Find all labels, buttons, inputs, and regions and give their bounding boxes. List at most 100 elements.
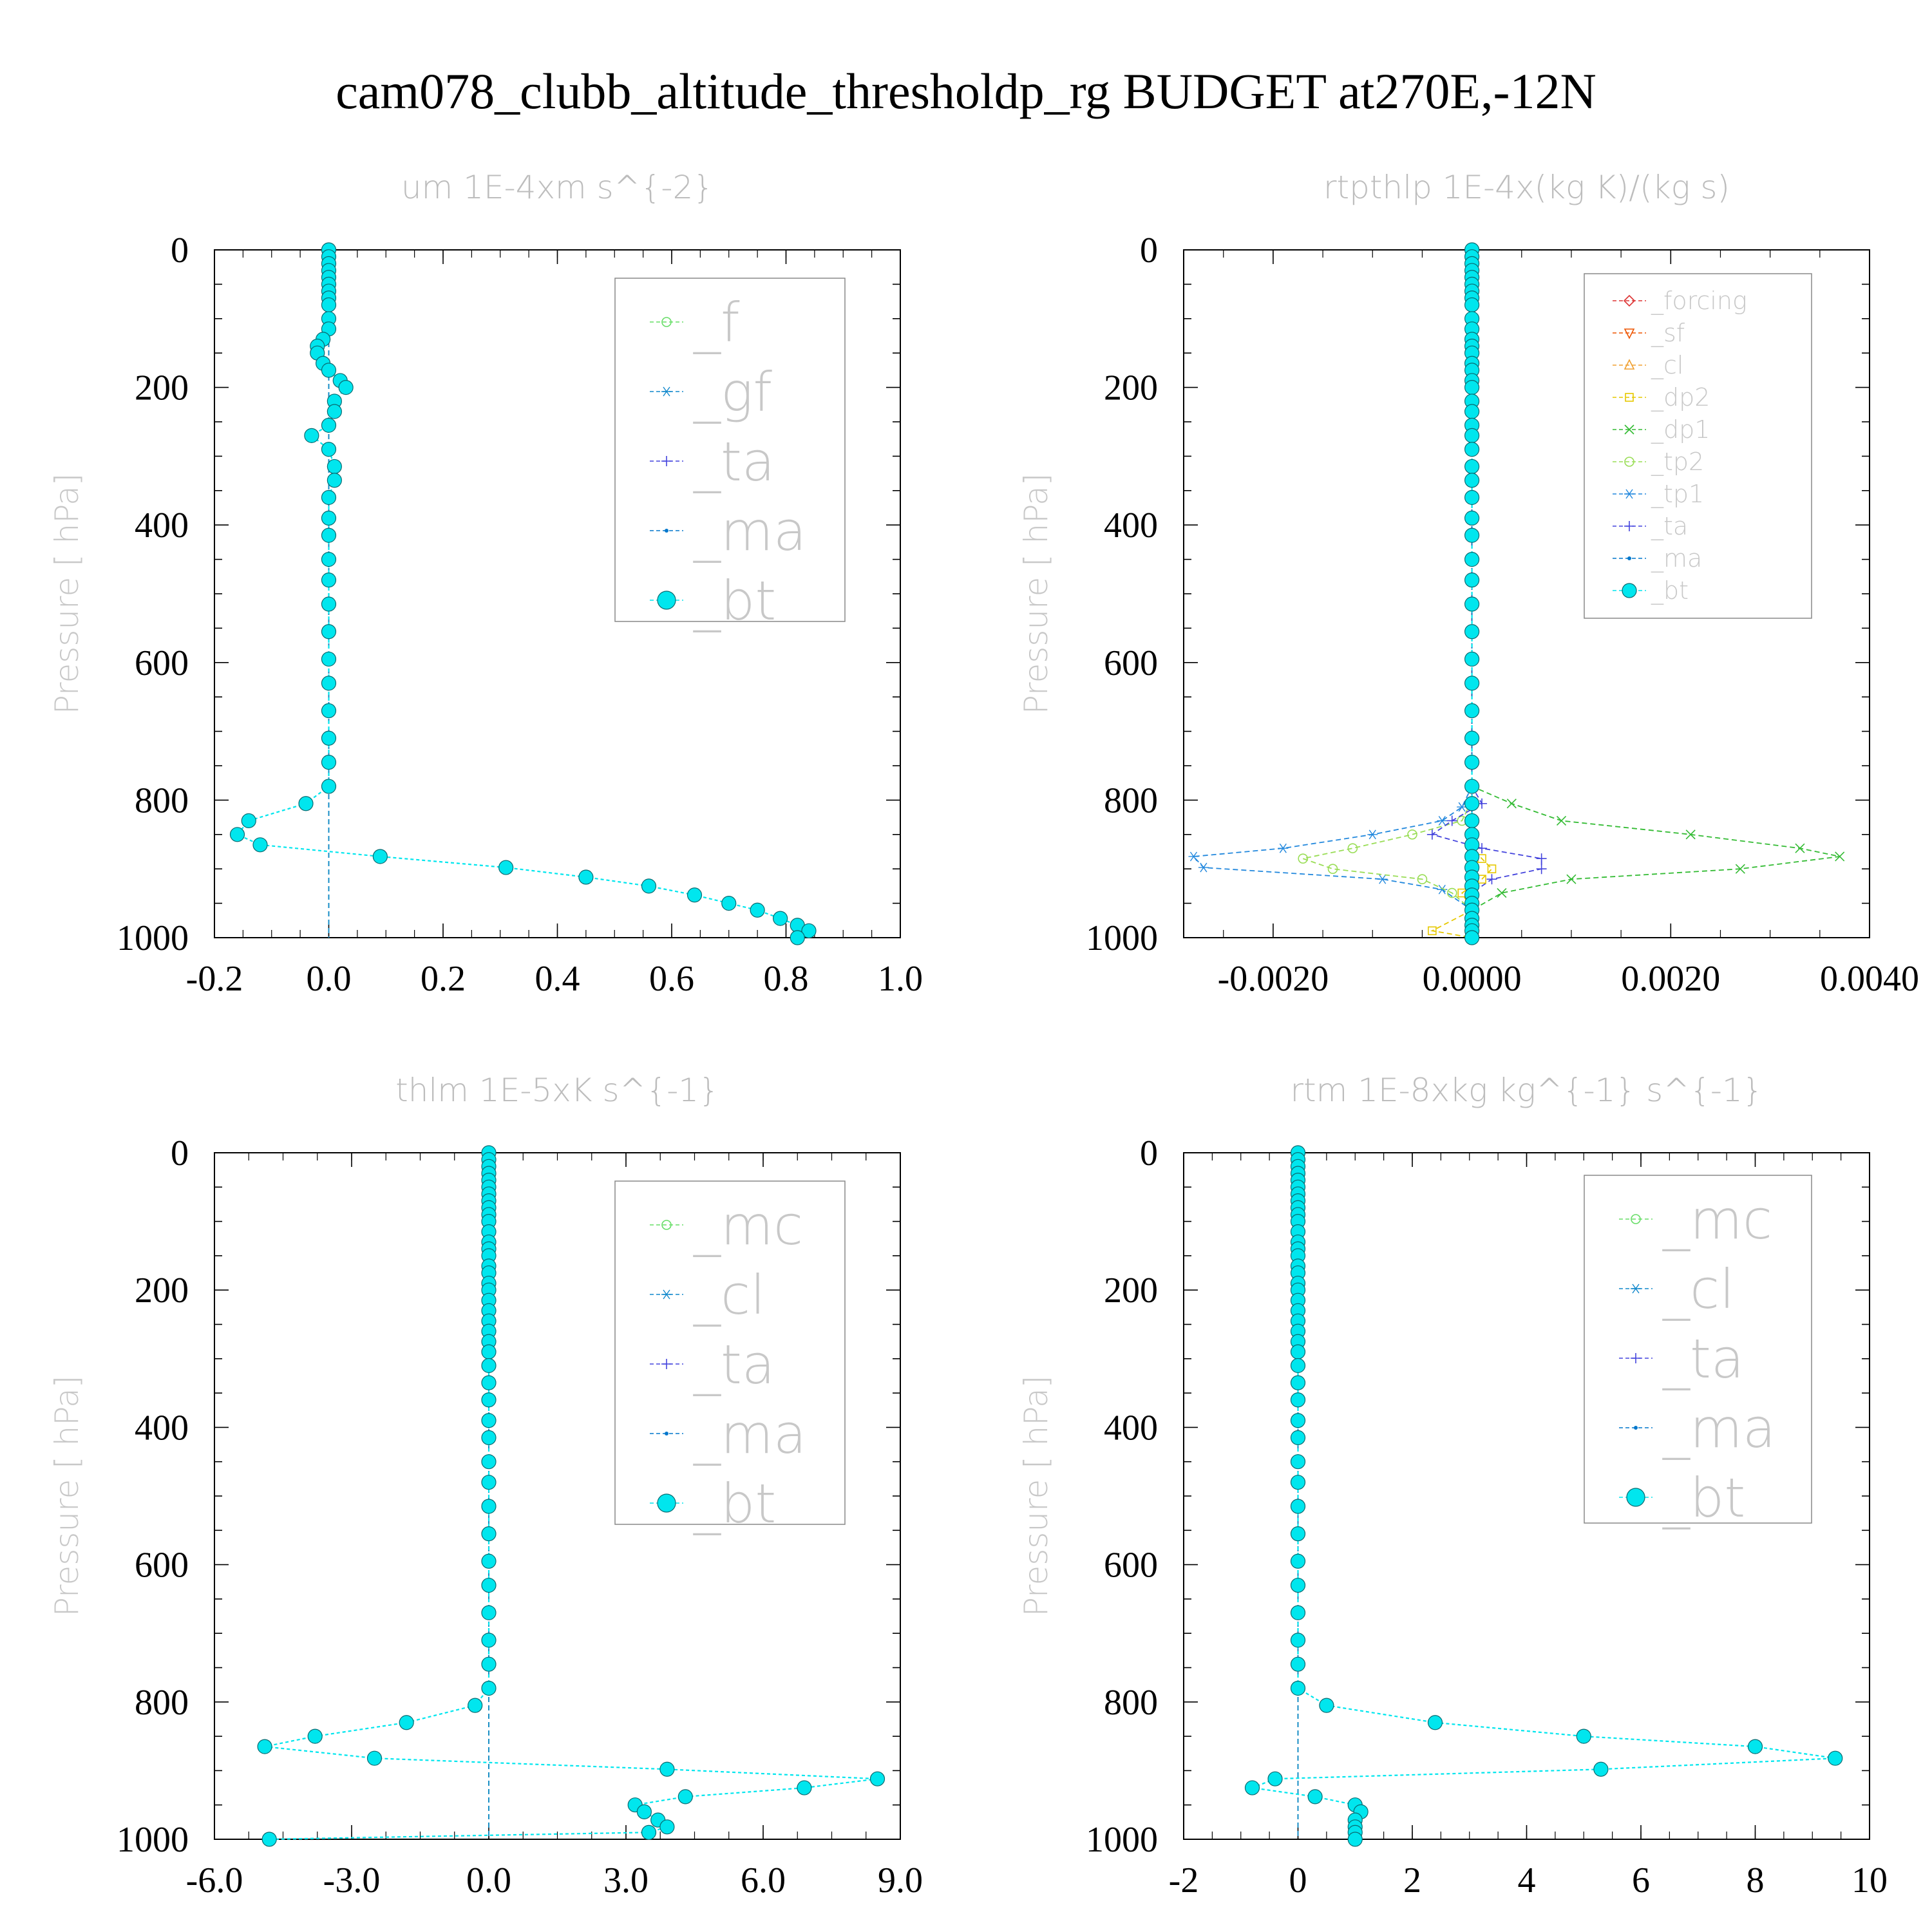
legend-label: _cl: [693, 1264, 766, 1327]
legend-label: _gf: [693, 361, 772, 424]
data-point: [1367, 829, 1378, 840]
data-point: [321, 573, 337, 588]
y-tick-label: 1000: [1086, 1820, 1158, 1860]
series-gf: [323, 245, 334, 938]
data-point: [257, 1739, 272, 1754]
y-tick-label: 200: [1104, 368, 1158, 408]
data-point: [687, 887, 703, 903]
data-point: [1427, 1715, 1443, 1730]
data-point: [1290, 1413, 1306, 1428]
legend-marker-ma: [1634, 1426, 1638, 1430]
data-point: [481, 1633, 497, 1648]
legend-marker-ta: [1631, 1353, 1641, 1363]
data-point: [1290, 1475, 1306, 1490]
legend-marker-forcing: [1623, 294, 1636, 307]
data-point: [1464, 551, 1480, 567]
data-point: [750, 902, 765, 918]
legend-label: _tp2: [1651, 448, 1704, 477]
series-line: [1192, 250, 1473, 938]
panel-3: thlm 1E-5xK s^{-1} Pressure [ hPa] 0 200 400…: [48, 1072, 923, 1900]
data-point: [1464, 379, 1480, 395]
legend-label: _ma: [693, 1403, 806, 1466]
x-tick-label: -0.2: [186, 959, 243, 999]
x-tick-label: 0.6: [649, 959, 694, 999]
data-point: [321, 624, 337, 639]
legend-marker-ma: [1627, 556, 1631, 560]
data-point: [498, 860, 514, 875]
data-point: [321, 527, 337, 543]
data-point: [1319, 1698, 1334, 1713]
data-point: [677, 1789, 693, 1804]
legend-marker-cl_small: [1624, 359, 1635, 370]
data-point: [481, 1577, 497, 1593]
data-point: [1464, 651, 1480, 667]
data-point: [481, 1605, 497, 1620]
y-tick-label: 0: [171, 231, 189, 270]
data-point: [1497, 888, 1507, 898]
data-point: [1327, 864, 1338, 874]
data-point: [641, 878, 657, 894]
data-point: [1446, 887, 1457, 898]
y-tick-label: 600: [135, 643, 189, 683]
data-point: [773, 911, 788, 926]
data-point: [1426, 829, 1437, 840]
data-point: [1795, 843, 1805, 853]
data-point: [321, 596, 337, 612]
y-tick-label: 800: [1104, 1683, 1158, 1723]
data-point: [1290, 1375, 1306, 1390]
data-point: [1290, 1344, 1306, 1359]
data-point: [321, 297, 337, 313]
x-tick-label: -6.0: [186, 1861, 243, 1900]
data-point: [481, 1499, 497, 1514]
x-tick-label: 0.2: [421, 959, 466, 999]
data-point: [252, 837, 268, 853]
data-point: [321, 510, 337, 526]
legend-label: _mc: [693, 1194, 803, 1257]
data-point: [1464, 813, 1480, 829]
data-point: [1464, 624, 1480, 639]
data-point: [481, 1680, 497, 1696]
legend-marker-bt: [1622, 583, 1637, 598]
series-line: [1300, 250, 1473, 938]
data-point: [1278, 843, 1289, 853]
data-point: [1486, 874, 1497, 885]
legend-label: _ma: [1662, 1397, 1776, 1460]
legend-marker-cl: [1631, 1283, 1641, 1294]
legend-label: _ta: [693, 1333, 775, 1396]
x-tick-label: 0.0: [466, 1861, 511, 1900]
y-tick-label: 600: [1104, 643, 1158, 683]
data-point: [481, 1526, 497, 1542]
x-tick-label: 9.0: [878, 1861, 923, 1900]
y-tick-label: 400: [135, 506, 189, 545]
legend-label: _forcing: [1651, 287, 1747, 316]
y-tick-label: 400: [1104, 1408, 1158, 1448]
data-point: [1290, 1577, 1306, 1593]
y-tick-label: 400: [135, 1408, 189, 1448]
legend-marker-sf: [1624, 328, 1635, 339]
legend-label: _tp1: [1651, 480, 1704, 509]
data-point: [1290, 1454, 1306, 1470]
data-point: [1464, 930, 1480, 945]
series-line: [1430, 250, 1542, 938]
x-tick-label: 10: [1852, 1861, 1888, 1900]
data-point: [321, 755, 337, 770]
data-point: [1417, 874, 1428, 885]
data-point: [298, 796, 314, 811]
data-point: [399, 1715, 414, 1730]
x-tick-label: 0.0000: [1423, 959, 1522, 999]
series-tp2: [1298, 245, 1477, 938]
legend-label: _cl: [1662, 1258, 1735, 1321]
y-tick-label: 600: [135, 1546, 189, 1586]
data-point: [321, 442, 337, 457]
data-point: [261, 1832, 277, 1847]
data-point: [659, 1761, 675, 1777]
data-point: [1464, 596, 1480, 612]
legend-marker-ma: [665, 1432, 668, 1435]
data-point: [659, 1819, 675, 1835]
legend-marker-tp1: [1624, 489, 1634, 499]
y-tick-label: 1000: [117, 918, 189, 958]
data-point: [366, 1750, 383, 1766]
y-axis-label: Pressure [ hPa]: [1018, 1376, 1055, 1617]
legend-marker-bt: [1626, 1488, 1645, 1507]
data-point: [321, 651, 337, 667]
